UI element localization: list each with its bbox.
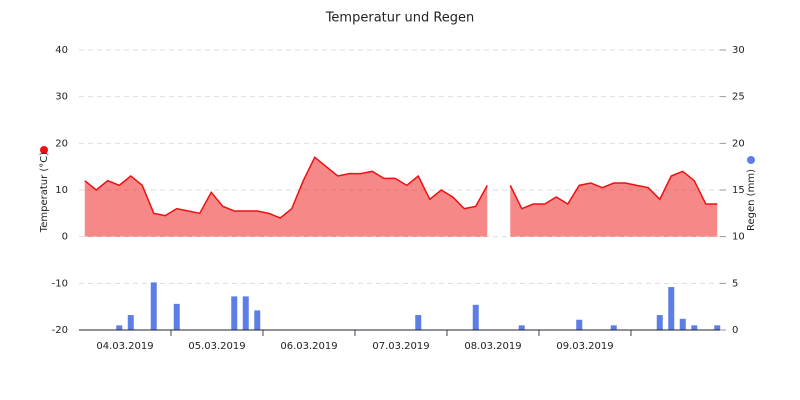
bar <box>127 315 134 330</box>
x-tick-label: 09.03.2019 <box>556 341 613 352</box>
bar <box>150 282 157 330</box>
bar <box>518 325 525 330</box>
line <box>509 170 718 210</box>
area <box>510 171 718 237</box>
y-tick-label: 20 <box>55 138 68 149</box>
x-tick-label: 06.03.2019 <box>280 341 337 352</box>
bar <box>173 303 180 330</box>
y-tick-label: 40 <box>55 45 68 56</box>
y-tick-label: -10 <box>52 278 68 289</box>
bar <box>242 296 249 330</box>
bar <box>415 315 422 330</box>
bar <box>472 304 479 330</box>
bar <box>668 287 675 330</box>
bar <box>656 315 663 330</box>
y2-tick-label: 30 <box>732 45 745 56</box>
bar <box>231 296 238 330</box>
line <box>84 156 488 219</box>
y2-tick-label: 15 <box>732 185 745 196</box>
legend-marker <box>747 156 755 164</box>
bar <box>679 318 686 330</box>
area <box>84 157 488 237</box>
y-tick-label: 10 <box>55 185 68 196</box>
x-tick-label: 08.03.2019 <box>464 341 521 352</box>
y2-tick-label: 0 <box>732 325 738 336</box>
legend-marker <box>40 146 48 154</box>
y2-tick-label: 5 <box>732 278 738 289</box>
y2-axis-title: Regen (mm) <box>746 169 757 231</box>
bar <box>691 325 698 330</box>
bar <box>254 310 261 330</box>
chart-title: Temperatur und Regen <box>325 11 475 26</box>
y2-tick-label: 25 <box>732 92 745 103</box>
x-tick-label: 07.03.2019 <box>372 341 429 352</box>
bar <box>714 325 721 330</box>
y-axis-title: Temperatur (°C) <box>39 152 50 233</box>
bar <box>116 325 123 330</box>
y-tick-label: 30 <box>55 92 68 103</box>
y2-tick-label: 20 <box>732 138 745 149</box>
bar <box>576 319 583 330</box>
x-tick-label: 05.03.2019 <box>188 341 245 352</box>
y-tick-label: -20 <box>52 325 68 336</box>
bar <box>610 325 617 330</box>
y2-tick-label: 10 <box>732 232 745 243</box>
x-tick-label: 04.03.2019 <box>96 341 153 352</box>
y-tick-label: 0 <box>62 232 68 243</box>
